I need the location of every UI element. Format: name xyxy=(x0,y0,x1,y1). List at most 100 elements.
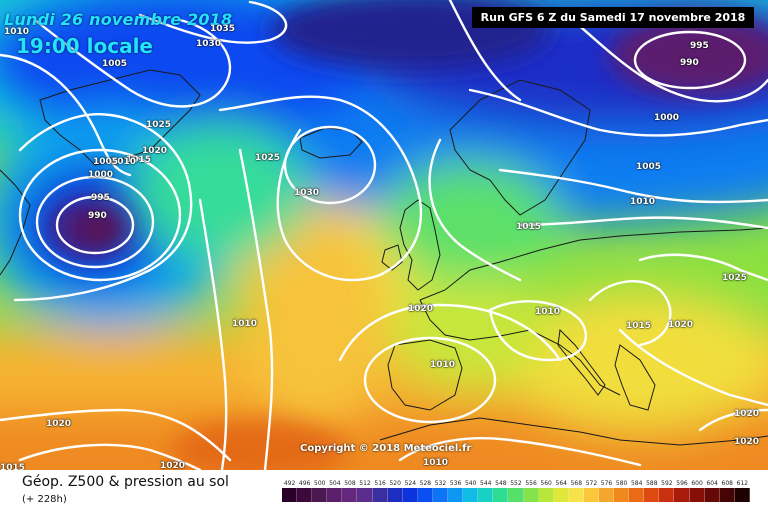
scale-step: 520 xyxy=(387,479,403,503)
scale-step: 556 xyxy=(523,479,539,503)
scale-swatch xyxy=(417,488,433,502)
scale-swatch xyxy=(704,488,720,502)
scale-step: 592 xyxy=(659,479,675,503)
scale-swatch xyxy=(357,488,373,502)
scale-label: 544 xyxy=(480,480,492,487)
scale-step: 500 xyxy=(312,479,328,503)
forecast-date: Lundi 26 novembre 2018 xyxy=(4,10,233,29)
scale-swatch xyxy=(568,488,584,502)
scale-label: 492 xyxy=(283,480,296,487)
isobar-label: 1020 xyxy=(734,409,760,419)
scale-label: 612 xyxy=(736,480,749,487)
scale-swatch xyxy=(402,488,418,502)
scale-step: 604 xyxy=(704,479,720,503)
isobar-label: 1030 xyxy=(196,39,222,49)
scale-swatch xyxy=(493,488,509,502)
scale-swatch xyxy=(629,488,645,502)
scale-label: 600 xyxy=(691,480,703,487)
isobar-label: 1010 xyxy=(430,360,456,370)
isobar-label: 1020 xyxy=(142,146,168,156)
scale-label: 512 xyxy=(359,480,371,487)
scale-step: 568 xyxy=(568,479,584,503)
scale-label: 596 xyxy=(676,480,688,487)
scale-swatch xyxy=(538,488,554,502)
isobar-label: 1010 xyxy=(630,197,656,207)
scale-step: 548 xyxy=(493,479,509,503)
isobar-label: 1025 xyxy=(722,273,748,283)
scale-step: 492 xyxy=(282,479,298,503)
scale-step: 540 xyxy=(463,479,479,503)
scale-label: 504 xyxy=(329,480,341,487)
scale-step: 532 xyxy=(432,479,449,503)
isobar-label: 1015 xyxy=(516,222,542,232)
scale-step: 512 xyxy=(357,479,373,503)
scale-swatch xyxy=(342,488,358,502)
scale-swatch xyxy=(614,488,630,502)
color-scale: 492 496 500 504 508 512 516 520 524 528 532 536 540 5… xyxy=(282,479,750,503)
isobar-label: 1035 xyxy=(210,24,236,34)
isobar-label: 995 xyxy=(690,41,709,51)
scale-step: 576 xyxy=(598,479,615,503)
scale-step: 572 xyxy=(583,479,599,503)
scale-step: 508 xyxy=(342,479,358,503)
chart-title: Géop. Z500 & pression au sol xyxy=(22,474,229,490)
isobar-label: 1020 xyxy=(668,320,694,330)
scale-label: 548 xyxy=(495,480,507,487)
isobar-label: 1010 xyxy=(535,307,561,317)
scale-swatch xyxy=(598,488,615,502)
coastlines xyxy=(0,69,768,446)
scale-swatch xyxy=(583,488,599,502)
scale-label: 552 xyxy=(510,480,522,487)
scale-step: 524 xyxy=(402,479,418,503)
scale-swatch xyxy=(659,488,675,502)
scale-label: 520 xyxy=(389,480,401,487)
scale-swatch xyxy=(734,488,750,502)
scale-label: 568 xyxy=(570,480,583,487)
scale-swatch xyxy=(282,488,298,502)
scale-swatch xyxy=(432,488,449,502)
scale-label: 556 xyxy=(525,480,537,487)
scale-label: 524 xyxy=(404,480,417,487)
scale-label: 508 xyxy=(344,480,356,487)
scale-swatch xyxy=(674,488,690,502)
scale-label: 576 xyxy=(600,480,613,487)
scale-swatch xyxy=(312,488,328,502)
scale-step: 528 xyxy=(417,479,433,503)
scale-step: 580 xyxy=(614,479,630,503)
isobar-label: 1015 xyxy=(126,155,152,165)
scale-label: 532 xyxy=(434,480,447,487)
scale-step: 552 xyxy=(508,479,524,503)
scale-swatch xyxy=(689,488,705,502)
isobar-label: 1000 xyxy=(88,170,114,180)
geopotential-field xyxy=(0,0,768,470)
scale-label: 592 xyxy=(661,480,673,487)
scale-swatch xyxy=(297,488,313,502)
scale-step: 504 xyxy=(327,479,343,503)
scale-step: 608 xyxy=(719,479,735,503)
scale-step: 584 xyxy=(629,479,645,503)
scale-label: 528 xyxy=(419,480,432,487)
scale-label: 536 xyxy=(449,480,462,487)
isobar-label: 1005 xyxy=(636,162,662,172)
scale-label: 516 xyxy=(374,480,386,487)
scale-swatch xyxy=(719,488,735,502)
isobar-label: 1010 xyxy=(232,319,258,329)
isobar-label: 990 xyxy=(88,211,107,221)
scale-step: 536 xyxy=(448,479,464,503)
scale-step: 600 xyxy=(689,479,705,503)
isobar-label: 1000 xyxy=(654,113,680,123)
scale-swatch xyxy=(463,488,479,502)
scale-swatch xyxy=(523,488,539,502)
model-run-info: Run GFS 6 Z du Samedi 17 novembre 2018 xyxy=(472,7,754,28)
scale-label: 580 xyxy=(615,480,628,487)
isobar-label: 1010 xyxy=(111,157,137,167)
isobar-label: 1015 xyxy=(0,463,26,473)
scale-label: 588 xyxy=(646,480,658,487)
z500-pressure-map xyxy=(0,0,768,470)
isobar-label: 1025 xyxy=(255,153,281,163)
scale-step: 612 xyxy=(734,479,750,503)
isobar-label: 1010 xyxy=(4,27,30,37)
scale-label: 572 xyxy=(585,480,598,487)
forecast-time: 19:00 locale xyxy=(16,34,153,58)
